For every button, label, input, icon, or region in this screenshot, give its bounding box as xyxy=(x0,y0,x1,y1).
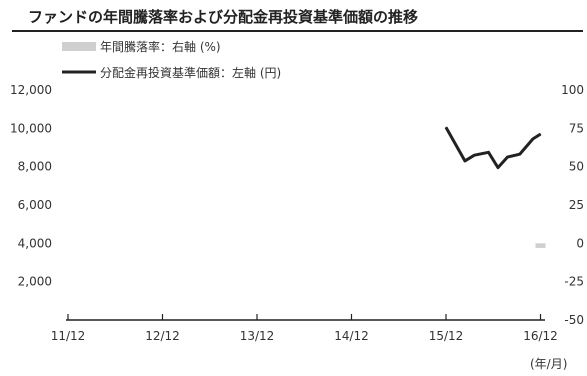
x-tick-label: 16/12 xyxy=(523,329,558,343)
legend-swatch-bar xyxy=(62,42,96,51)
y-left-tick-label: 12,000 xyxy=(10,83,52,97)
y-right-tick-label: 25 xyxy=(569,198,584,212)
series-layer xyxy=(444,126,546,248)
y-left-tick-label: 10,000 xyxy=(10,121,52,135)
y-right-tick-label: 100 xyxy=(561,83,584,97)
right-axis-ticks: -50 -25 0 25 50 75 100 xyxy=(561,83,584,327)
nav-data-point xyxy=(539,133,542,135)
y-right-tick-label: 50 xyxy=(569,160,584,174)
nav-data-point xyxy=(532,138,534,140)
bar-mark xyxy=(535,243,546,248)
x-axis-ticks: 11/12 12/12 13/12 14/12 15/12 16/12 xyxy=(51,314,558,343)
left-axis-ticks: 2,000 4,000 6,000 8,000 10,000 12,000 xyxy=(10,83,52,289)
nav-data-point xyxy=(506,156,509,158)
nav-data-point xyxy=(519,153,521,155)
chart-title: ファンドの年間騰落率および分配金再投資基準価額の推移 xyxy=(28,8,418,26)
x-axis-unit-label: (年/月) xyxy=(530,357,567,371)
nav-data-point xyxy=(487,151,490,153)
x-tick-label: 12/12 xyxy=(145,329,180,343)
y-right-tick-label: -25 xyxy=(564,275,584,289)
nav-data-point xyxy=(473,154,475,156)
legend-label-bar: 年間騰落率：右軸 (%) xyxy=(100,39,221,54)
legend-label-line: 分配金再投資基準価額：左軸 (円) xyxy=(100,65,281,80)
x-tick-label: 14/12 xyxy=(334,329,369,343)
nav-series-line xyxy=(444,126,542,170)
legend: 年間騰落率：右軸 (%) 分配金再投資基準価額：左軸 (円) xyxy=(62,39,281,80)
y-left-tick-label: 6,000 xyxy=(18,198,52,212)
x-tick-label: 13/12 xyxy=(240,329,275,343)
nav-data-point xyxy=(464,160,466,162)
y-left-tick-label: 8,000 xyxy=(18,160,52,174)
y-right-tick-label: -50 xyxy=(564,313,584,327)
x-tick-label: 11/12 xyxy=(51,329,86,343)
y-left-tick-label: 2,000 xyxy=(18,275,52,289)
nav-data-point xyxy=(497,167,499,169)
y-right-tick-label: 0 xyxy=(576,236,584,250)
y-left-tick-label: 4,000 xyxy=(18,236,52,250)
x-tick-label: 15/12 xyxy=(429,329,464,343)
y-right-tick-label: 75 xyxy=(569,121,584,135)
nav-data-point xyxy=(445,126,447,128)
